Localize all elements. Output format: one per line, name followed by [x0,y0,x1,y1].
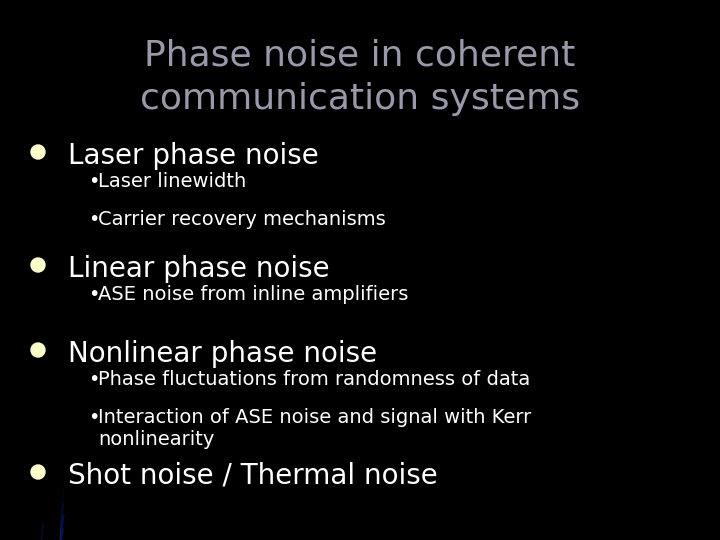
Text: communication systems: communication systems [140,82,580,116]
Text: Nonlinear phase noise: Nonlinear phase noise [68,340,377,368]
Circle shape [31,343,45,357]
Text: Phase noise in coherent: Phase noise in coherent [144,38,576,72]
Text: •: • [88,285,99,304]
Text: Interaction of ASE noise and signal with Kerr
nonlinearity: Interaction of ASE noise and signal with… [98,408,531,449]
Text: Carrier recovery mechanisms: Carrier recovery mechanisms [98,210,386,229]
Text: •: • [88,210,99,229]
Text: Shot noise / Thermal noise: Shot noise / Thermal noise [68,462,438,490]
Circle shape [31,258,45,272]
Text: •: • [88,172,99,191]
Text: ASE noise from inline amplifiers: ASE noise from inline amplifiers [98,285,408,304]
Text: •: • [88,408,99,427]
Circle shape [31,465,45,479]
Text: Laser phase noise: Laser phase noise [68,142,319,170]
Text: •: • [88,370,99,389]
Text: Laser linewidth: Laser linewidth [98,172,246,191]
Text: Linear phase noise: Linear phase noise [68,255,330,283]
Text: Phase fluctuations from randomness of data: Phase fluctuations from randomness of da… [98,370,530,389]
Circle shape [31,145,45,159]
